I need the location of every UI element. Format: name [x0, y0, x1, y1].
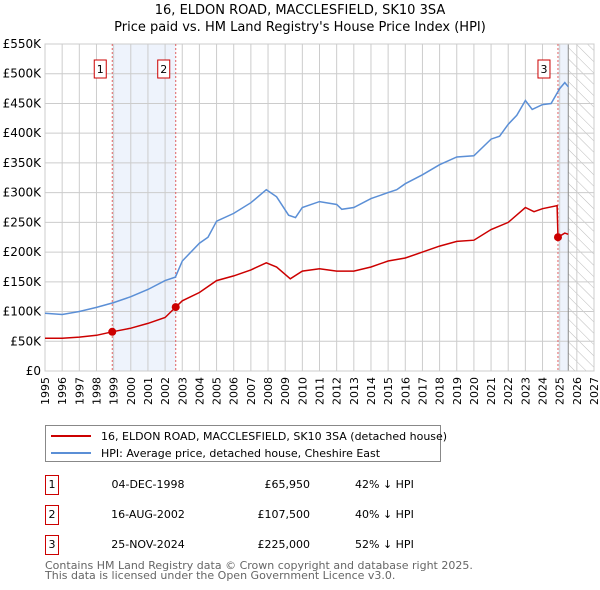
- x-tick-label: 2003: [176, 377, 189, 405]
- sale-date: 04-DEC-1998: [111, 478, 185, 491]
- sale-marker-badge: 1: [45, 475, 59, 495]
- x-tick-label: 2016: [399, 377, 412, 405]
- x-tick-label: 2015: [382, 377, 395, 405]
- red-line-swatch: [51, 435, 91, 437]
- sale-price: £225,000: [257, 538, 311, 551]
- x-tick-label: 2004: [193, 377, 206, 405]
- sale-row: 2 16-AUG-2002 £107,500 40% ↓ HPI: [45, 505, 465, 525]
- x-tick-label: 2000: [125, 377, 138, 405]
- x-tick-label: 2009: [279, 377, 292, 405]
- forecast-hatch: [568, 44, 594, 371]
- blue-line-swatch: [51, 452, 91, 454]
- x-tick-label: 1998: [90, 377, 103, 405]
- x-tick-label: 2020: [468, 377, 481, 405]
- x-tick-label: 1995: [39, 377, 52, 405]
- x-tick-label: 2027: [588, 377, 600, 405]
- sale-label-box: [93, 59, 107, 79]
- x-tick-label: 2012: [331, 377, 344, 405]
- y-tick-label: £0: [26, 364, 41, 378]
- x-tick-label: 2025: [554, 377, 567, 405]
- sale-point: [108, 327, 117, 336]
- footer-licence: This data is licensed under the Open Gov…: [45, 569, 396, 582]
- sale-hpi-diff: 42% ↓ HPI: [355, 478, 414, 491]
- x-tick-label: 1996: [56, 377, 69, 405]
- hpi-line: [44, 81, 569, 316]
- x-tick-label: 2024: [537, 377, 550, 405]
- x-tick-label: 2008: [262, 377, 275, 405]
- x-tick-label: 2019: [451, 377, 464, 405]
- x-tick-label: 1999: [108, 377, 121, 405]
- sale-hpi-diff: 52% ↓ HPI: [355, 538, 414, 551]
- chart-title: 16, ELDON ROAD, MACCLESFIELD, SK10 3SA: [154, 3, 446, 18]
- y-tick-label: £400K: [3, 126, 43, 140]
- x-tick-label: 2021: [485, 377, 498, 405]
- y-tick-label: £250K: [3, 215, 43, 229]
- sale-date: 16-AUG-2002: [111, 508, 185, 521]
- y-tick-label: £300K: [3, 186, 43, 200]
- x-tick-label: 2010: [296, 377, 309, 405]
- sale-label-box: [157, 59, 171, 79]
- sale-price: £65,950: [264, 478, 311, 491]
- x-tick-label: 2011: [314, 377, 327, 405]
- footer-copyright: Contains HM Land Registry data © Crown c…: [45, 559, 473, 572]
- legend-label: HPI: Average price, detached house, Ches…: [101, 446, 381, 460]
- x-tick-label: 2017: [416, 377, 429, 405]
- x-tick-label: 2022: [502, 377, 515, 405]
- y-tick-label: £100K: [3, 305, 43, 319]
- sale-date: 25-NOV-2024: [111, 538, 185, 551]
- sale-marker-badge: 3: [45, 535, 59, 555]
- sale-label-box: [537, 59, 551, 79]
- y-tick-label: £200K: [3, 245, 43, 259]
- sale-marker-badge: 2: [45, 505, 59, 525]
- sale-label-number: 2: [160, 63, 167, 76]
- y-tick-label: £50K: [10, 334, 42, 348]
- y-tick-label: £450K: [3, 96, 43, 110]
- x-tick-label: 2026: [571, 377, 584, 405]
- property-price-line: [45, 204, 569, 340]
- y-tick-label: £500K: [3, 67, 43, 81]
- sale-row: 1 04-DEC-1998 £65,950 42% ↓ HPI: [45, 475, 465, 495]
- plot-border: [44, 43, 595, 372]
- x-tick-label: 2006: [228, 377, 241, 405]
- sale-row: 3 25-NOV-2024 £225,000 52% ↓ HPI: [45, 535, 465, 555]
- sale-label-number: 1: [97, 63, 104, 76]
- x-tick-label: 2013: [348, 377, 361, 405]
- y-tick-label: £150K: [3, 275, 43, 289]
- sale-point: [553, 233, 562, 242]
- x-tick-label: 1997: [73, 377, 86, 405]
- ownership-shade: [557, 44, 569, 371]
- x-tick-label: 2001: [142, 377, 155, 405]
- x-tick-label: 2007: [245, 377, 258, 405]
- sale-price: £107,500: [257, 508, 311, 521]
- x-tick-label: 2014: [365, 377, 378, 405]
- legend-item-hpi: HPI: Average price, detached house, Ches…: [46, 445, 380, 461]
- sale-hpi-diff: 40% ↓ HPI: [355, 508, 414, 521]
- x-tick-label: 2005: [211, 377, 224, 405]
- chart-subtitle: Price paid vs. HM Land Registry's House …: [114, 20, 486, 35]
- y-tick-label: £350K: [3, 156, 43, 170]
- price-chart: 1995 1996 1997 1998 1999 2000 2001 2002 2003 2004…: [3, 37, 600, 405]
- ownership-shade: [112, 44, 176, 371]
- x-tick-label: 2018: [434, 377, 447, 405]
- x-tick-label: 2002: [159, 377, 172, 405]
- sale-point: [171, 303, 180, 312]
- legend-label: 16, ELDON ROAD, MACCLESFIELD, SK10 3SA (…: [101, 429, 448, 443]
- y-tick-label: £550K: [3, 37, 43, 51]
- sale-label-number: 3: [540, 63, 547, 76]
- legend-item-property: 16, ELDON ROAD, MACCLESFIELD, SK10 3SA (…: [46, 428, 447, 444]
- x-tick-label: 2023: [519, 377, 532, 405]
- legend: 16, ELDON ROAD, MACCLESFIELD, SK10 3SA (…: [45, 425, 447, 462]
